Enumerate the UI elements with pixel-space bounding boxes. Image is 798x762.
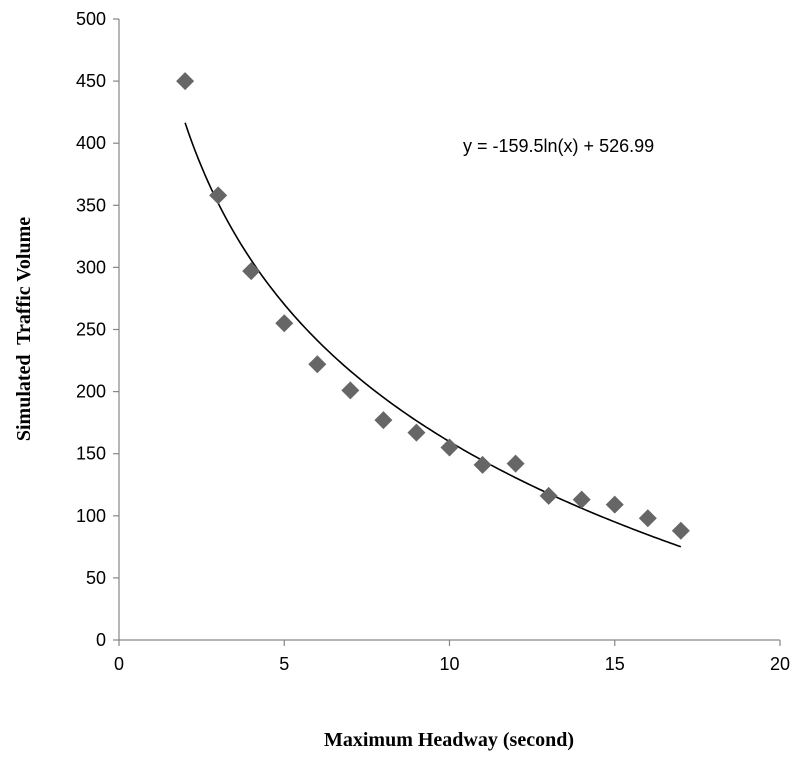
y-tick-label: 250	[76, 320, 106, 340]
y-axis-ticks: 0 50 100 150 200 250 300 350 400 450 500	[76, 9, 119, 650]
data-point	[473, 455, 492, 474]
y-tick-label: 350	[76, 195, 106, 215]
y-tick-label: 50	[86, 568, 106, 588]
trendline	[184, 122, 682, 548]
x-axis-ticks: 0 5 10 15 20	[114, 640, 790, 674]
data-point	[242, 262, 261, 281]
data-point	[176, 72, 195, 91]
x-tick-label: 10	[439, 654, 459, 674]
y-tick-label: 450	[76, 71, 106, 91]
data-points	[176, 72, 690, 540]
y-tick-label: 0	[96, 630, 106, 650]
y-tick-label: 300	[76, 257, 106, 277]
y-axis-title: Simulated Traffic Volume	[13, 217, 35, 441]
data-point	[638, 509, 657, 528]
data-point	[605, 495, 624, 514]
y-tick-label: 200	[76, 382, 106, 402]
data-point	[572, 490, 591, 509]
x-tick-label: 15	[605, 654, 625, 674]
data-point	[671, 521, 690, 540]
x-tick-label: 5	[279, 654, 289, 674]
data-point	[539, 486, 558, 505]
y-tick-label: 150	[76, 444, 106, 464]
data-point	[374, 411, 393, 430]
x-tick-label: 0	[114, 654, 124, 674]
data-point	[209, 186, 228, 205]
data-point	[341, 381, 360, 400]
data-point	[407, 423, 426, 442]
data-point	[308, 355, 327, 374]
y-tick-label: 400	[76, 133, 106, 153]
trendline-equation: y = -159.5ln(x) + 526.99	[463, 136, 654, 156]
y-tick-label: 100	[76, 506, 106, 526]
data-point	[506, 454, 525, 473]
x-axis-title: Maximum Headway (second)	[324, 729, 574, 751]
data-point	[440, 438, 459, 457]
data-point	[275, 314, 294, 333]
axes	[118, 19, 780, 641]
y-tick-label: 500	[76, 9, 106, 29]
x-tick-label: 20	[770, 654, 790, 674]
